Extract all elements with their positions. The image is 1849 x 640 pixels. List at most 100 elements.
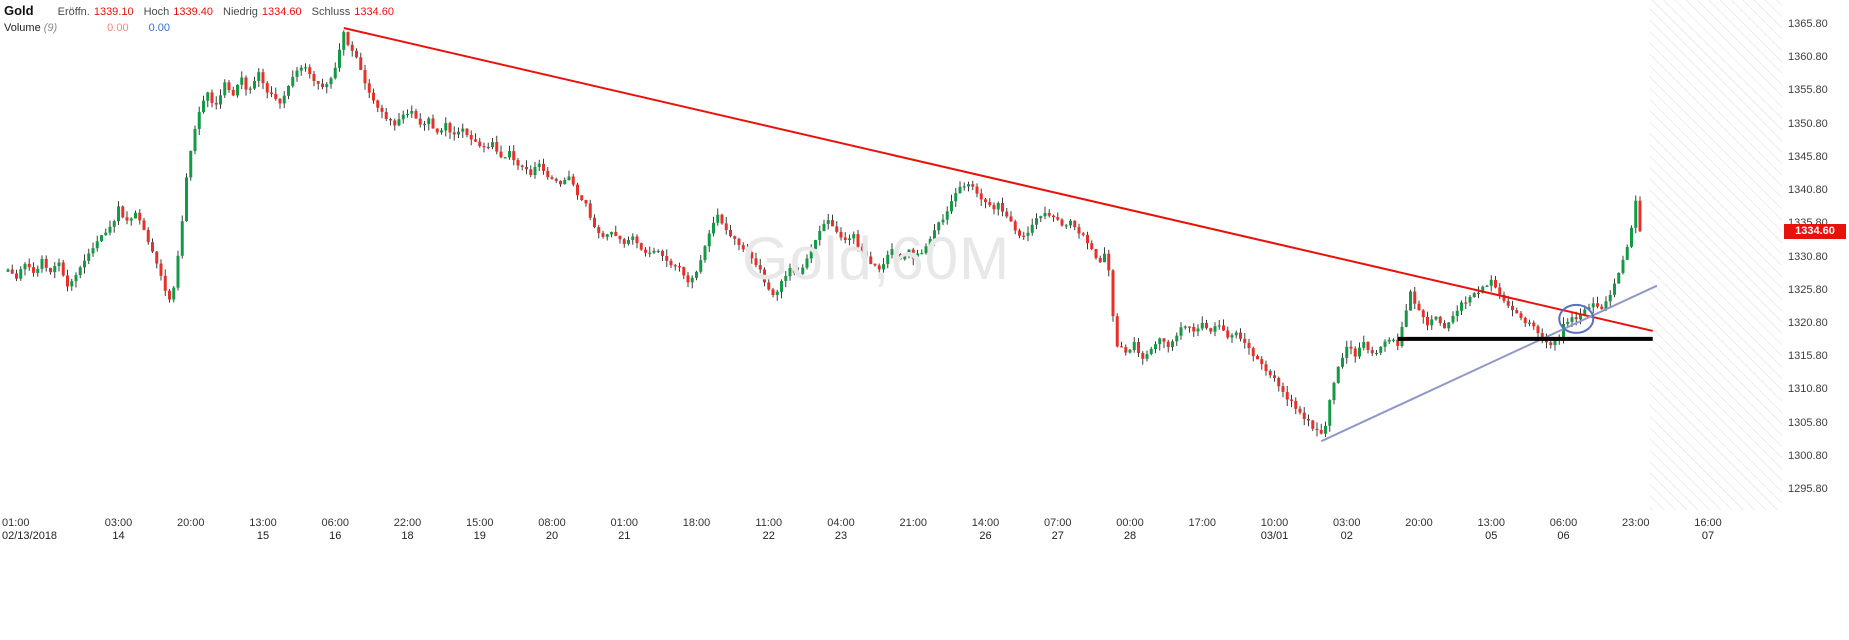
time-axis-tick: 23:00: [1622, 517, 1650, 529]
time-axis-tick: 10:00 03/01: [1261, 517, 1289, 542]
price-axis-label: 1315.80: [1788, 350, 1828, 362]
time-label: 01:00: [610, 517, 639, 529]
price-axis-label: 1305.80: [1788, 417, 1828, 429]
time-label: 18:00: [682, 517, 711, 529]
future-area-hatch: [1649, 0, 1782, 510]
ohlc-field-value: 1334.60: [354, 6, 394, 18]
time-axis-tick: 07:00 27: [1044, 517, 1072, 542]
price-axis[interactable]: 1334.60 1365.80 1360.80 1355.80 1350.80 1345…: [1783, 0, 1849, 520]
time-axis-tick: 18:00: [683, 517, 711, 529]
time-label: 00:00: [1116, 517, 1144, 529]
date-label: 03/01: [1260, 530, 1289, 542]
date-label: 19: [473, 530, 486, 542]
time-label: 03:00: [1332, 517, 1361, 529]
time-axis-tick: 06:00 06: [1550, 517, 1578, 542]
time-axis-tick: 01:00 21: [610, 517, 638, 542]
breakout-circle[interactable]: [1558, 303, 1595, 334]
price-axis-label: 1350.80: [1788, 118, 1828, 130]
time-axis-tick: 20:00: [1405, 517, 1433, 529]
time-axis-tick: 01:00 02/13/2018: [2, 517, 57, 542]
price-axis-label: 1345.80: [1788, 151, 1828, 163]
date-label: 21: [618, 530, 631, 542]
time-label: 13:00: [249, 517, 277, 529]
indicator-values: 0.00 0.00: [57, 22, 170, 34]
date-label: 02/13/2018: [2, 530, 58, 542]
date-label: 07: [1701, 530, 1715, 542]
date-label: 16: [329, 530, 342, 542]
time-axis-tick: 15:00 19: [466, 517, 494, 542]
ohlc-field-label: Eröffn.: [57, 6, 90, 18]
date-label: 14: [112, 530, 125, 542]
date-label: 20: [545, 530, 559, 542]
price-axis-label: 1310.80: [1788, 383, 1828, 395]
support-trendline[interactable]: [1320, 284, 1658, 443]
date-label: 26: [979, 530, 992, 542]
time-axis-tick: 04:00 23: [827, 517, 855, 542]
indicator-name: Volume: [4, 22, 41, 34]
date-label: 05: [1485, 530, 1498, 542]
candlestick-series: [6, 30, 1642, 437]
time-axis-tick: 14:00 26: [972, 517, 1000, 542]
ohlc-row: Gold Eröffn. 1339.10 Hoch 1339.40 Niedrig 133…: [4, 3, 404, 18]
price-axis-label: 1340.80: [1788, 184, 1828, 196]
time-label: 10:00: [1260, 517, 1289, 529]
date-label: 06: [1557, 530, 1570, 542]
time-axis-tick: 03:00 14: [105, 517, 133, 542]
price-axis-label: 1300.80: [1788, 450, 1828, 462]
date-label: 02: [1340, 530, 1353, 542]
time-label: 22:00: [393, 517, 422, 529]
date-label: 18: [401, 530, 414, 542]
last-price-label: 1334.60: [1784, 224, 1846, 239]
time-label: 20:00: [1405, 517, 1433, 529]
price-axis-label: 1320.80: [1788, 317, 1828, 329]
time-axis-tick: 16:00 07: [1694, 517, 1722, 542]
time-axis-tick: 13:00 15: [249, 517, 277, 542]
ohlc-field-value: 1339.10: [93, 6, 134, 18]
time-label: 01:00: [2, 517, 30, 529]
ohlc-field-value: 1339.40: [173, 6, 214, 18]
time-label: 13:00: [1477, 517, 1506, 529]
date-label: 28: [1123, 530, 1137, 542]
time-label: 03:00: [104, 517, 133, 529]
time-label: 21:00: [899, 517, 928, 529]
chart-legend: Gold Eröffn. 1339.10 Hoch 1339.40 Niedrig 133…: [4, 3, 404, 34]
symbol-title[interactable]: Gold: [4, 3, 34, 18]
price-axis-label: 1365.80: [1788, 18, 1828, 30]
time-label: 15:00: [465, 517, 494, 529]
time-label: 06:00: [321, 517, 350, 529]
indicator-param: (9): [43, 22, 58, 34]
time-label: 23:00: [1621, 517, 1650, 529]
ohlc-fields: Eröffn. 1339.10 Hoch 1339.40 Niedrig 1334.60 S…: [58, 6, 404, 18]
time-label: 06:00: [1549, 517, 1578, 529]
indicator-value: 0.00: [148, 22, 170, 34]
ohlc-field-label: Niedrig: [223, 6, 258, 18]
price-axis-label: 1325.80: [1788, 284, 1828, 296]
time-axis[interactable]: 01:00 02/13/2018 03:00 14 20:00 13:00 15 06:00 1…: [0, 517, 1782, 549]
time-label: 16:00: [1694, 517, 1722, 529]
time-label: 20:00: [176, 517, 205, 529]
resistance-trendline[interactable]: [343, 27, 1653, 332]
date-label: 23: [834, 530, 848, 542]
time-axis-tick: 21:00: [899, 517, 927, 529]
time-axis-tick: 17:00: [1188, 517, 1216, 529]
indicator-row: Volume (9) 0.00 0.00: [4, 22, 404, 34]
price-axis-label: 1330.80: [1788, 251, 1828, 263]
price-axis-label: 1355.80: [1788, 84, 1828, 96]
time-label: 14:00: [971, 517, 1000, 529]
time-label: 04:00: [827, 517, 855, 529]
date-label: 22: [762, 530, 775, 542]
time-axis-tick: 08:00 20: [538, 517, 566, 542]
time-axis-tick: 06:00 16: [321, 517, 349, 542]
time-axis-tick: 13:00 05: [1477, 517, 1505, 542]
time-axis-tick: 22:00 18: [394, 517, 422, 542]
time-label: 11:00: [755, 517, 783, 529]
time-label: 07:00: [1043, 517, 1072, 529]
time-axis-tick: 03:00 02: [1333, 517, 1361, 542]
ohlc-field-label: Hoch: [143, 6, 170, 18]
indicator-value: 0.00: [107, 22, 129, 34]
time-label: 17:00: [1188, 517, 1217, 529]
price-chart-plot[interactable]: [0, 0, 1782, 516]
time-axis-tick: 20:00: [177, 517, 205, 529]
price-axis-label: 1295.80: [1788, 483, 1828, 495]
